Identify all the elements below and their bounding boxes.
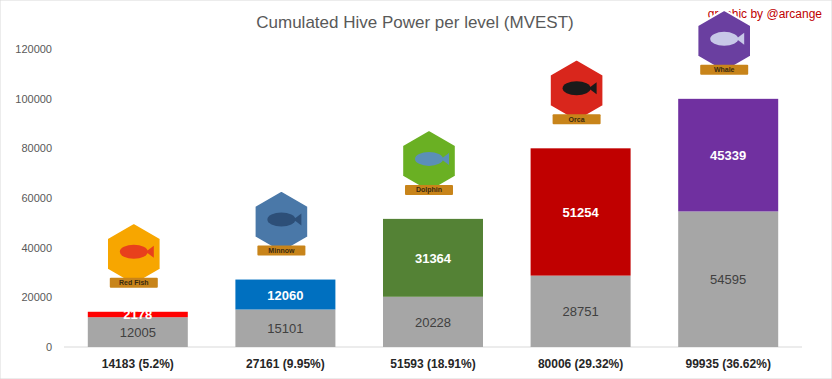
badge-hexagon [402, 130, 456, 192]
data-label: 12060 [267, 288, 303, 303]
badge-hexagon [107, 223, 161, 285]
badge-icon [120, 245, 148, 259]
badge-ribbon [257, 246, 305, 256]
badge: Orca [550, 59, 604, 124]
data-label: 28751 [563, 304, 599, 319]
y-tick-label: 120000 [15, 43, 52, 55]
badge-label: Orca [569, 116, 585, 123]
y-tick-label: 80000 [21, 142, 52, 154]
badge-hexagon [697, 10, 751, 72]
badge: Dolphin [402, 130, 456, 195]
bar-segment [531, 276, 631, 347]
x-tick-label: 27161 (9.95%) [246, 357, 325, 371]
badge-icon [267, 213, 295, 227]
badge-ribbon [553, 114, 601, 124]
y-tick-label: 60000 [21, 192, 52, 204]
data-label: 12005 [120, 325, 156, 340]
data-label: 45339 [710, 148, 746, 163]
bar-segment [383, 297, 483, 347]
badge-hexagon [550, 59, 604, 121]
data-label: 2178 [123, 307, 152, 322]
bar-segment [383, 219, 483, 297]
badge-icon [710, 32, 738, 46]
x-tick-label: 51593 (18.91%) [390, 357, 475, 371]
badge-label: Dolphin [416, 186, 442, 194]
bars [88, 99, 778, 347]
bar-segment [531, 148, 631, 275]
background [0, 0, 832, 379]
badge-icon-tail [589, 82, 597, 94]
bar-segment [678, 211, 778, 347]
bar-segment [235, 280, 335, 310]
bar-segment [235, 309, 335, 347]
y-tick-label: 40000 [21, 242, 52, 254]
y-tick-label: 0 [46, 341, 52, 353]
data-label: 15101 [267, 321, 303, 336]
badge-icon [563, 81, 591, 95]
data-label: 54595 [710, 272, 746, 287]
badge-hexagon [255, 191, 309, 253]
badge-icon-tail [293, 214, 301, 226]
y-tick-label: 20000 [21, 291, 52, 303]
data-label: 20228 [415, 315, 451, 330]
badge-icon-tail [736, 33, 744, 45]
x-tick-label: 14183 (5.2%) [102, 357, 174, 371]
badge-icon-tail [441, 153, 449, 165]
badge-label: Red Fish [119, 279, 149, 286]
title: Cumulated Hive Power per level (MVEST) [256, 13, 573, 32]
chart: Cumulated Hive Power per level (MVEST)gr… [0, 0, 832, 379]
badge: Minnow [255, 191, 309, 256]
x-tick-label: 99935 (36.62%) [685, 357, 770, 371]
badge-ribbon [700, 65, 748, 75]
badge: Whale [697, 10, 751, 75]
bar-segment [678, 99, 778, 212]
badge-icon [415, 152, 443, 166]
x-tick-label: 80006 (29.32%) [538, 357, 623, 371]
data-label: 31364 [415, 251, 452, 266]
badge-ribbon [405, 185, 453, 195]
badge-label: Minnow [268, 247, 295, 254]
y-tick-label: 100000 [15, 93, 52, 105]
data-label: 51254 [563, 205, 600, 220]
badge-label: Whale [714, 66, 735, 73]
badge: Red Fish [107, 223, 161, 288]
badge-ribbon [110, 278, 158, 288]
badge-icon-tail [146, 246, 154, 258]
